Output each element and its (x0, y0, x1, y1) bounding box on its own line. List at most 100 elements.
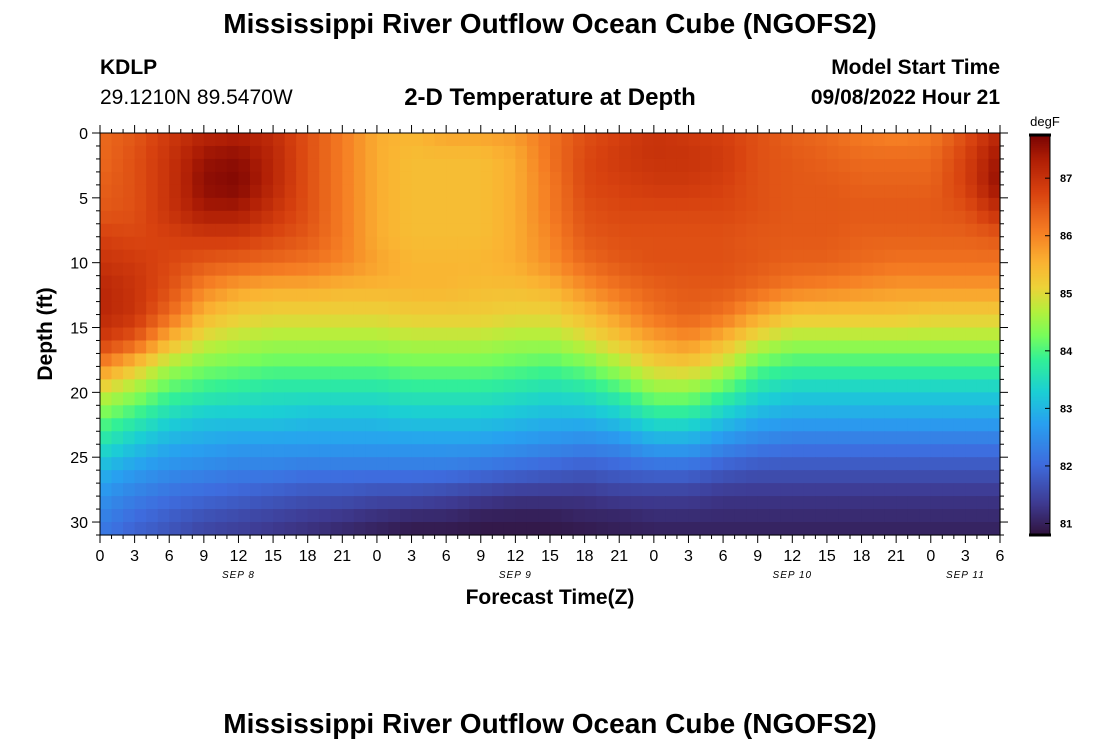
heatmap-cell (942, 288, 955, 303)
heatmap-cell (711, 444, 724, 458)
colorbar-segment (1030, 459, 1050, 462)
heatmap-cell (907, 470, 920, 484)
heatmap-cell (134, 210, 147, 225)
heatmap-cell (146, 522, 159, 536)
heatmap-cell (734, 262, 747, 277)
heatmap-cell (723, 210, 736, 225)
heatmap-cell (296, 366, 309, 380)
heatmap-cell (526, 405, 540, 419)
heatmap-cell (803, 457, 816, 471)
heatmap-cell (238, 418, 251, 432)
heatmap-cell (515, 353, 528, 368)
heatmap-cell (884, 236, 897, 251)
heatmap-cell (296, 379, 309, 393)
heatmap-cell (826, 522, 840, 536)
heatmap-cell (503, 366, 516, 380)
heatmap-cell (953, 197, 966, 212)
heatmap-cell (561, 522, 574, 536)
heatmap-cell (342, 444, 355, 458)
heatmap-cell (884, 301, 897, 316)
heatmap-cell (653, 392, 666, 406)
heatmap-cell (930, 145, 943, 160)
heatmap-cell (411, 288, 424, 303)
heatmap-cell (584, 509, 597, 523)
x-tick-label: 21 (887, 548, 905, 565)
heatmap-cell (803, 210, 816, 225)
heatmap-cell (273, 366, 286, 380)
heatmap-cell (665, 509, 678, 523)
heatmap-cell (930, 470, 943, 484)
heatmap-cell (734, 379, 747, 393)
heatmap-cell (550, 314, 563, 329)
heatmap-cell (930, 288, 943, 303)
heatmap-cell (838, 197, 851, 212)
heatmap-cell (907, 431, 920, 445)
heatmap-cell (711, 145, 724, 160)
heatmap-cell (780, 314, 793, 329)
heatmap-cell (203, 262, 216, 277)
heatmap-cell (388, 340, 401, 355)
heatmap-cell (503, 353, 516, 368)
heatmap-cell (434, 496, 447, 510)
heatmap-cell (630, 314, 643, 329)
heatmap-cell (215, 301, 228, 316)
heatmap-cell (238, 483, 251, 497)
heatmap-cell (688, 470, 701, 484)
heatmap-cell (284, 314, 297, 329)
heatmap-cell (919, 509, 932, 523)
y-tick-label: 10 (70, 256, 88, 273)
heatmap-cell (526, 483, 540, 497)
heatmap-cell (515, 184, 528, 199)
heatmap-cell (273, 223, 286, 238)
heatmap-cell (896, 405, 909, 419)
x-axis-label: Forecast Time(Z) (466, 586, 635, 609)
heatmap-cell (838, 249, 851, 264)
heatmap-cell (688, 327, 701, 342)
heatmap-cell (803, 314, 816, 329)
heatmap-cell (861, 470, 874, 484)
heatmap-cell (965, 288, 978, 303)
heatmap-cell (861, 353, 874, 368)
heatmap-cell (503, 392, 516, 406)
heatmap-cell (815, 340, 828, 355)
heatmap-cell (457, 366, 470, 380)
heatmap-cell (238, 405, 251, 419)
heatmap-cell (515, 470, 528, 484)
heatmap-cell (723, 301, 736, 316)
heatmap-cell (746, 197, 759, 212)
heatmap-cell (353, 197, 366, 212)
heatmap-cell (665, 353, 678, 368)
heatmap-cell (953, 223, 966, 238)
heatmap-cells (100, 133, 1001, 536)
heatmap-cell (319, 405, 332, 419)
heatmap-cell (469, 457, 482, 471)
heatmap-cell (434, 444, 447, 458)
heatmap-cell (861, 405, 874, 419)
heatmap-cell (573, 379, 586, 393)
heatmap-cell (434, 457, 447, 471)
heatmap-cell (723, 457, 736, 471)
heatmap-cell (203, 275, 216, 290)
heatmap-cell (550, 133, 563, 147)
heatmap-cell (850, 327, 863, 342)
heatmap-cell (619, 158, 632, 173)
heatmap-cell (919, 496, 932, 510)
heatmap-cell (665, 470, 678, 484)
colorbar-segment (1030, 513, 1050, 516)
heatmap-cell (111, 418, 124, 432)
heatmap-cell (307, 353, 320, 368)
heatmap-cell (780, 483, 793, 497)
heatmap-cell (665, 171, 678, 186)
heatmap-cell (803, 327, 816, 342)
heatmap-cell (423, 444, 436, 458)
heatmap-cell (550, 327, 563, 342)
heatmap-cell (665, 457, 678, 471)
heatmap-cell (953, 133, 966, 147)
heatmap-cell (873, 483, 886, 497)
heatmap-cell (123, 210, 136, 225)
heatmap-cell (261, 262, 274, 277)
heatmap-cell (907, 340, 920, 355)
heatmap-cell (723, 340, 736, 355)
heatmap-cell (861, 496, 874, 510)
heatmap-cell (803, 249, 816, 264)
